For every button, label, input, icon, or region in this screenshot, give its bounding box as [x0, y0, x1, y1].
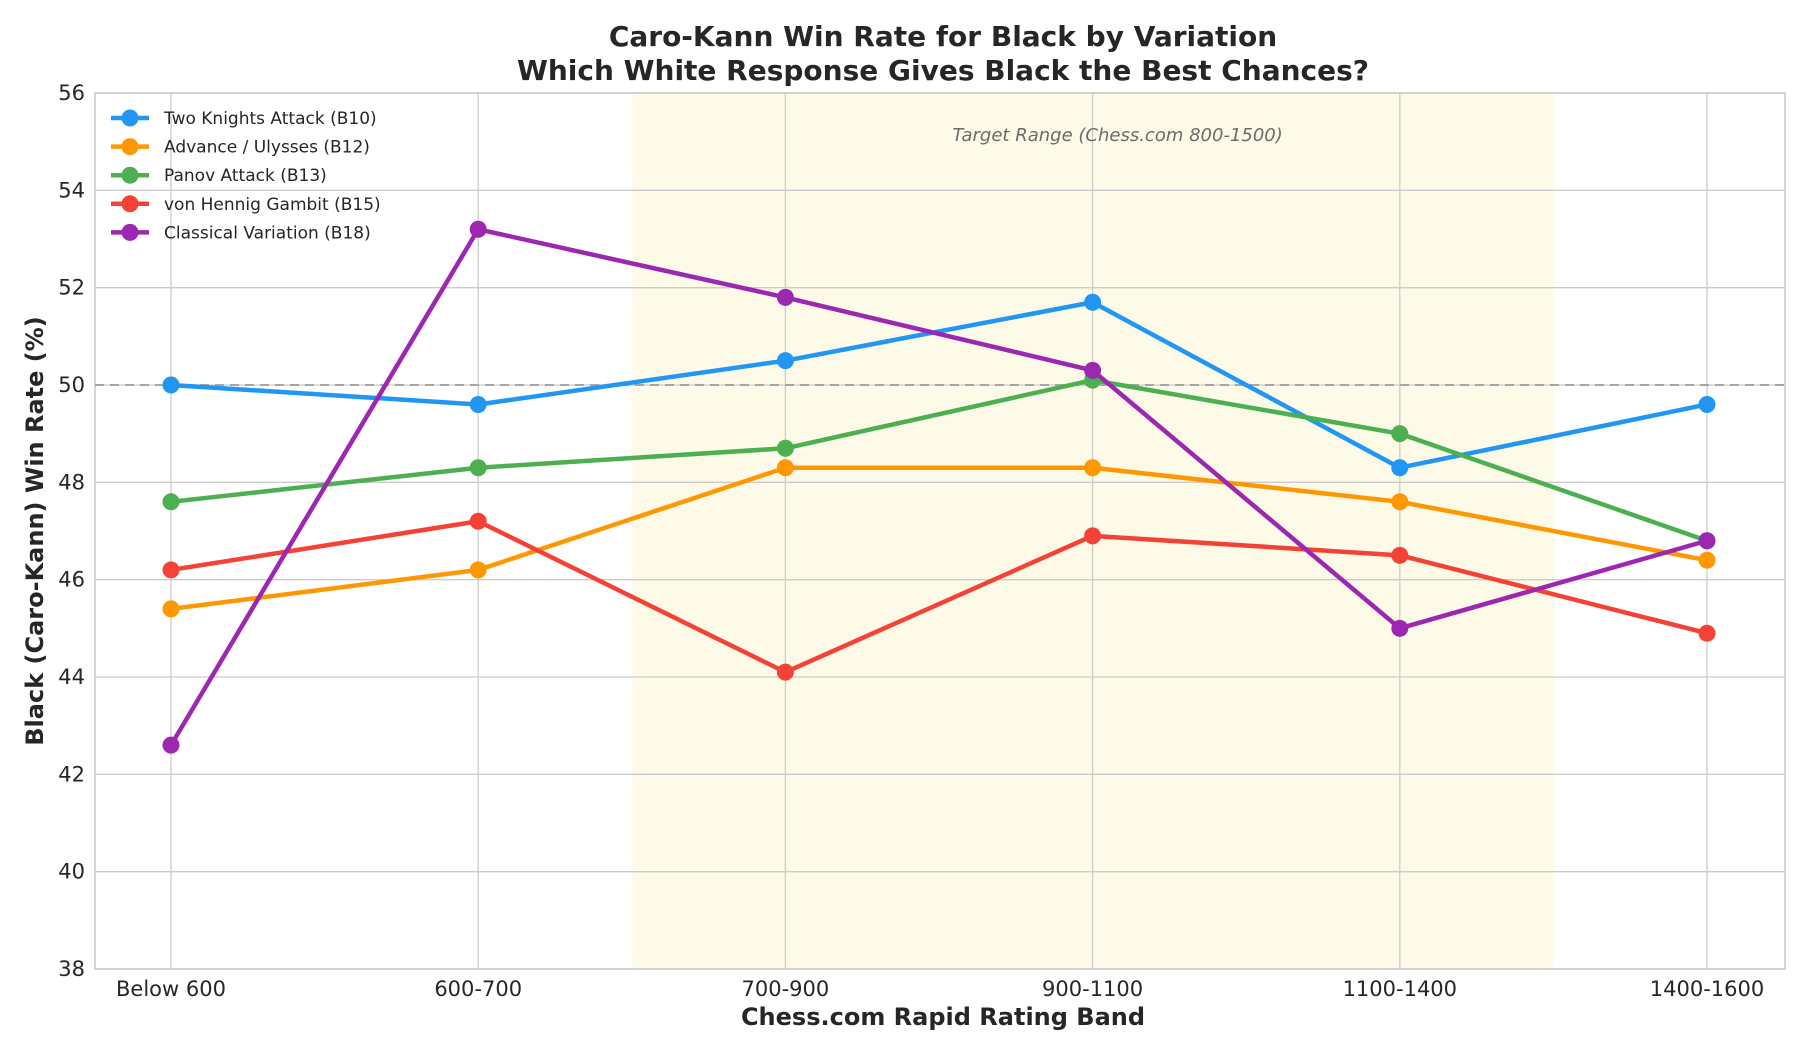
y-tick-label: 38 [58, 957, 85, 981]
x-tick-label: Below 600 [116, 977, 226, 1001]
data-point [1084, 527, 1102, 545]
data-point [1391, 546, 1409, 564]
data-point [776, 663, 794, 681]
data-point [776, 288, 794, 306]
data-point [776, 459, 794, 477]
data-point [1084, 361, 1102, 379]
data-point [162, 376, 180, 394]
y-tick-label: 44 [58, 665, 85, 689]
highlight-band-label: Target Range (Chess.com 800-1500) [952, 125, 1282, 146]
series-line [168, 227, 1710, 748]
series-line [168, 377, 1710, 543]
series-0 [162, 293, 1716, 477]
legend-label: von Hennig Gambit (B15) [164, 195, 381, 215]
y-tick-label: 46 [58, 568, 85, 592]
legend-marker [121, 223, 139, 241]
plot-frame [94, 92, 1786, 970]
data-point [1698, 395, 1716, 413]
x-tick-label: 600-700 [434, 977, 522, 1001]
data-point [469, 395, 487, 413]
data-point [162, 493, 180, 511]
data-point [1391, 619, 1409, 637]
y-tick-label: 48 [58, 470, 85, 494]
data-point [162, 561, 180, 579]
data-point [776, 439, 794, 457]
data-point [1698, 532, 1716, 550]
legend-marker [121, 109, 139, 127]
data-point [1391, 425, 1409, 443]
legend-label: Panov Attack (B13) [164, 166, 327, 186]
plot-area: Target Range (Chess.com 800-1500) 38 40 42 4… [58, 81, 1786, 1001]
series-line [168, 465, 1710, 612]
data-point [162, 600, 180, 618]
data-point [469, 459, 487, 477]
x-axis-label: Chess.com Rapid Rating Band [741, 1003, 1145, 1031]
series-3 [162, 512, 1716, 681]
x-tick-label: 1100-1400 [1343, 977, 1457, 1001]
x-tick-label: 900-1100 [1042, 977, 1143, 1001]
data-point [1698, 624, 1716, 642]
chart-subtitle: Which White Response Gives Black the Bes… [517, 54, 1369, 87]
data-point [1391, 459, 1409, 477]
legend-marker [121, 166, 139, 184]
data-point [1084, 293, 1102, 311]
y-tick-label: 56 [58, 81, 85, 105]
data-point [469, 561, 487, 579]
series-4 [162, 220, 1716, 754]
x-tick-label: 1400-1600 [1650, 977, 1764, 1001]
legend-marker [121, 195, 139, 213]
data-point [469, 220, 487, 238]
data-point [1698, 551, 1716, 569]
y-tick-label: 52 [58, 276, 85, 300]
x-tick-label: 700-900 [742, 977, 830, 1001]
y-tick-label: 54 [58, 178, 85, 202]
legend-marker [121, 138, 139, 156]
y-axis-label: Black (Caro-Kann) Win Rate (%) [21, 316, 49, 746]
series-line [168, 519, 1710, 675]
legend-label: Advance / Ulysses (B12) [164, 138, 370, 158]
series-line [168, 300, 1710, 470]
legend-label: Two Knights Attack (B10) [163, 109, 377, 129]
chart-title: Caro-Kann Win Rate for Black by Variatio… [609, 20, 1277, 53]
y-tick-label: 42 [58, 762, 85, 786]
legend-label: Classical Variation (B18) [164, 223, 371, 243]
y-tick-label: 50 [58, 373, 85, 397]
data-point [1391, 493, 1409, 511]
series-1 [162, 459, 1716, 618]
data-point [1084, 459, 1102, 477]
y-tick-label: 40 [58, 860, 85, 884]
data-point [162, 736, 180, 754]
data-point [469, 512, 487, 530]
data-point [776, 352, 794, 370]
legend: Two Knights Attack (B10) Advance / Ulysse… [111, 109, 381, 243]
